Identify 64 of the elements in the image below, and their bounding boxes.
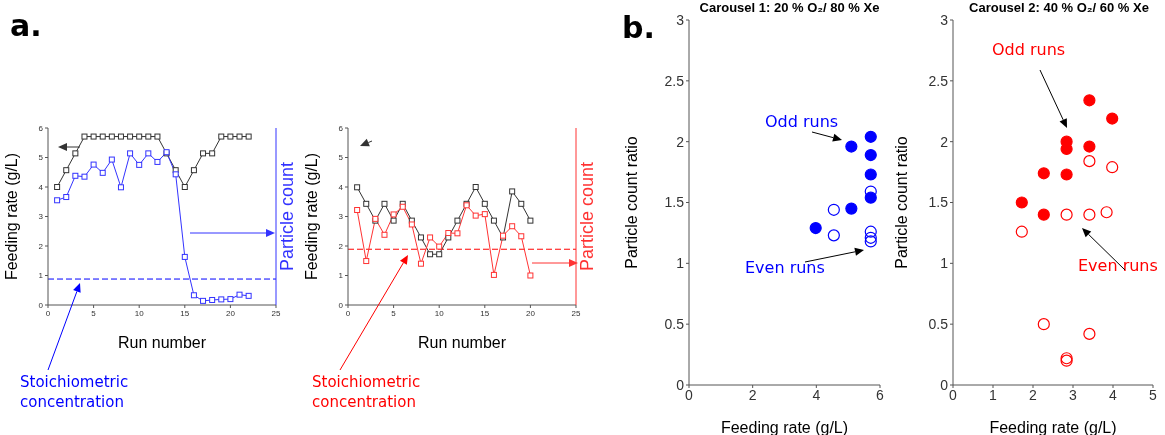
y-tick-label: 0.5 (664, 316, 685, 333)
x-tick-label: 25 (571, 308, 581, 318)
y-tick-label: 1 (38, 271, 44, 281)
text: Odd runs (992, 40, 1066, 59)
y-tick-label: 3 (38, 212, 44, 222)
y-axis-title: Particle count ratio (892, 136, 910, 269)
chart-title: Carousel 2: 40 % O₂/ 60 % Xe (968, 0, 1150, 15)
y-tick-label: 2 (940, 133, 949, 150)
y-tick-label: 2 (338, 241, 344, 251)
y-tick-label: 3 (940, 11, 949, 28)
y-tick-label: 1 (676, 255, 685, 272)
ref-line-label: Stoichiometric concentration (20, 372, 130, 412)
x-tick-label: 0 (345, 308, 351, 318)
x-tick-label: 2 (748, 386, 757, 403)
x-tick-label: 10 (134, 308, 145, 318)
y-tick-label: 1.5 (928, 194, 949, 211)
y-tick-label: 0 (38, 300, 44, 310)
y-tick-label: 4 (38, 182, 44, 192)
x-tick-label: 0 (45, 308, 51, 318)
x-tick-label: 10 (434, 308, 445, 318)
y-tick-label: 1 (338, 271, 344, 281)
y-tick-label: 6 (338, 123, 344, 133)
x-axis-title: Run number (417, 334, 507, 351)
y-tick-label: 0 (338, 300, 344, 310)
x-tick-label: 5 (1149, 386, 1158, 403)
y-tick-label: 1.5 (664, 194, 685, 211)
y-tick-label: 3 (676, 11, 685, 28)
y-axis-title: Particle count ratio (622, 136, 640, 269)
text: Even runs (1078, 256, 1158, 275)
x-tick-label: 5 (91, 308, 97, 318)
x-tick-label: 2 (1029, 386, 1038, 403)
y-axis-title: Feeding rate (g/L) (302, 152, 320, 281)
y-tick-label: 5 (338, 153, 344, 163)
series-label: Even runs (745, 258, 825, 277)
x-tick-label: 4 (1109, 386, 1118, 403)
x-tick-label: 15 (480, 308, 490, 318)
y-tick-label: 2 (38, 241, 44, 251)
y2-axis-title: Particle count (277, 161, 298, 272)
y-tick-label: 6 (38, 123, 44, 133)
y-tick-label: 2.5 (928, 72, 949, 89)
text: b. (622, 10, 655, 45)
y-tick-label: 5 (38, 153, 44, 163)
x-tick-label: 6 (876, 386, 885, 403)
y-tick-label: 2 (676, 133, 685, 150)
y-tick-label: 3 (338, 212, 344, 222)
y-tick-label: 4 (338, 182, 344, 192)
x-tick-label: 4 (812, 386, 821, 403)
x-axis-title: Run number (117, 334, 207, 351)
x-tick-label: 25 (271, 308, 281, 318)
y-tick-label: 0.5 (928, 316, 949, 333)
text: a. (10, 8, 42, 43)
x-tick-label: 15 (180, 308, 190, 318)
y2-axis-title: Particle count (577, 161, 598, 272)
chart-title: Carousel 1: 20 % O₂/ 80 % Xe (698, 0, 881, 15)
ref-line-label: Stoichiometric concentration (312, 372, 422, 412)
x-tick-label: 5 (391, 308, 397, 318)
y-axis-title: Feeding rate (g/L) (2, 152, 20, 281)
y-tick-label: 1 (940, 255, 949, 272)
x-tick-label: 3 (1069, 386, 1078, 403)
x-tick-label: 1 (989, 386, 998, 403)
x-tick-label: 20 (525, 308, 536, 318)
x-tick-label: 20 (225, 308, 236, 318)
y-tick-label: 2.5 (664, 72, 685, 89)
series-label: Odd runs (765, 112, 839, 131)
